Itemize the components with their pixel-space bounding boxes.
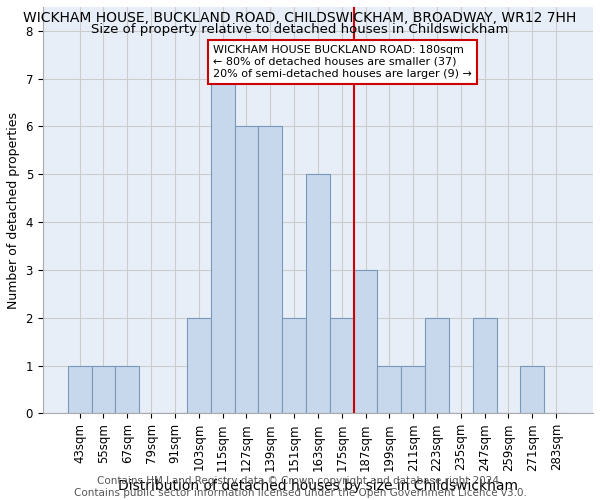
Bar xyxy=(377,366,401,414)
Bar xyxy=(259,126,282,414)
Bar xyxy=(401,366,425,414)
Bar xyxy=(282,318,306,414)
Bar xyxy=(211,78,235,413)
Bar xyxy=(473,318,497,414)
Text: WICKHAM HOUSE, BUCKLAND ROAD, CHILDSWICKHAM, BROADWAY, WR12 7HH: WICKHAM HOUSE, BUCKLAND ROAD, CHILDSWICK… xyxy=(23,11,577,25)
Bar xyxy=(306,174,330,414)
Bar xyxy=(330,318,353,414)
Bar xyxy=(68,366,92,414)
Text: Contains HM Land Registry data © Crown copyright and database right 2024.
Contai: Contains HM Land Registry data © Crown c… xyxy=(74,476,526,498)
Y-axis label: Number of detached properties: Number of detached properties xyxy=(7,112,20,308)
Bar xyxy=(425,318,449,414)
Bar xyxy=(92,366,115,414)
Bar xyxy=(187,318,211,414)
Bar xyxy=(353,270,377,414)
Bar xyxy=(520,366,544,414)
Bar xyxy=(235,126,259,414)
Text: Size of property relative to detached houses in Childswickham: Size of property relative to detached ho… xyxy=(91,22,509,36)
Text: WICKHAM HOUSE BUCKLAND ROAD: 180sqm
← 80% of detached houses are smaller (37)
20: WICKHAM HOUSE BUCKLAND ROAD: 180sqm ← 80… xyxy=(213,46,472,78)
X-axis label: Distribution of detached houses by size in Childswickham: Distribution of detached houses by size … xyxy=(118,479,518,493)
Bar xyxy=(115,366,139,414)
